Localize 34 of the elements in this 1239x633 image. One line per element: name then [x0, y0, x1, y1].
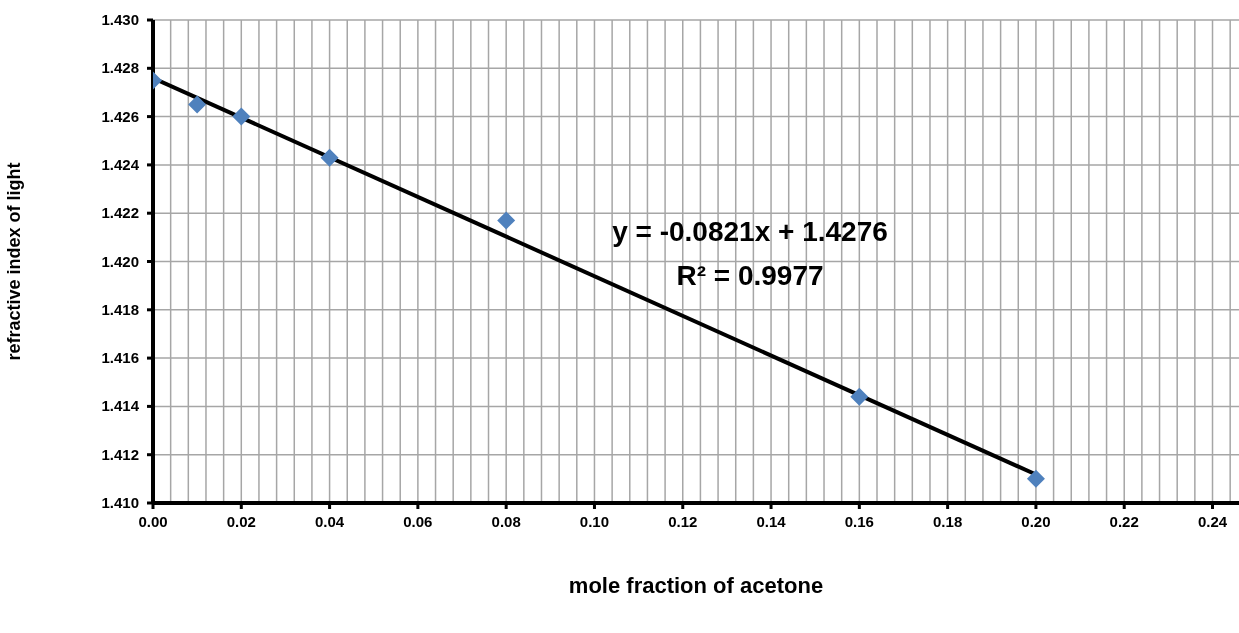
- x-tick-label: 0.10: [579, 513, 610, 530]
- y-tick-label: 1.426: [101, 107, 139, 125]
- x-tick-label: 0.06: [403, 513, 433, 530]
- point: [232, 107, 251, 126]
- point: [850, 387, 869, 406]
- y-tick-label: 1.428: [101, 59, 139, 77]
- point: [1026, 469, 1045, 488]
- x-tick-label: 0.02: [226, 513, 256, 530]
- x-tick-label: 0.24: [1197, 513, 1228, 530]
- x-tick-label: 0.12: [668, 513, 698, 530]
- x-tick-label: 0.22: [1109, 513, 1139, 530]
- x-axis-title: mole fraction of acetone: [568, 573, 824, 598]
- point: [320, 148, 339, 167]
- x-tick-label: 0.04: [314, 513, 345, 530]
- y-tick-label: 1.424: [101, 155, 140, 173]
- y-tick-label: 1.410: [101, 494, 139, 511]
- y-axis-title: refractive index of light: [4, 162, 25, 361]
- x-tick-label: 0.00: [138, 513, 168, 530]
- y-tick-label: 1.412: [101, 445, 139, 463]
- x-tick-label: 0.14: [756, 513, 787, 530]
- y-tick-label: 1.420: [101, 252, 139, 270]
- x-tick-label: 0.08: [491, 513, 521, 530]
- x-tick-label: 0.18: [933, 513, 963, 530]
- point: [188, 95, 207, 114]
- y-tick-label: 1.418: [101, 300, 139, 318]
- point: [497, 211, 516, 230]
- y-tick-label: 1.416: [101, 349, 139, 367]
- y-tick-label: 1.422: [101, 204, 139, 222]
- y-tick-label: 1.430: [101, 11, 139, 28]
- y-tick-label: 1.414: [101, 397, 140, 415]
- annotation: y = -0.0821x + 1.4276: [611, 216, 889, 248]
- x-tick-label: 0.20: [1021, 513, 1051, 530]
- x-tick-label: 0.16: [844, 513, 874, 530]
- annotation: R² = 0.9977: [675, 260, 825, 292]
